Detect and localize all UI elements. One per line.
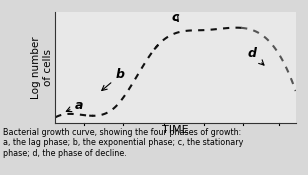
- Text: d: d: [248, 47, 264, 65]
- Y-axis label: Log number
of cells: Log number of cells: [31, 36, 53, 99]
- Text: a: a: [66, 99, 84, 112]
- Text: b: b: [102, 68, 125, 90]
- X-axis label: TIME: TIME: [162, 125, 189, 135]
- Text: c: c: [172, 11, 179, 24]
- Text: Bacterial growth curve, showing the four phases of growth:
a, the lag phase; b, : Bacterial growth curve, showing the four…: [3, 128, 243, 158]
